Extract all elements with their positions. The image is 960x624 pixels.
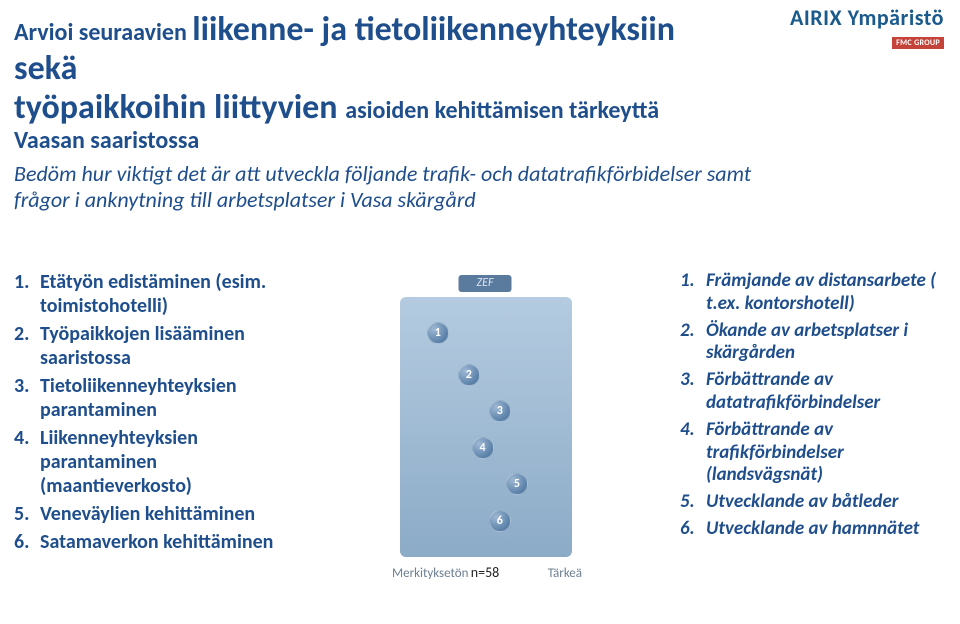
right-legend-text: Förbättrande av trafikförbindelser (land… bbox=[706, 419, 950, 487]
left-legend-number: 5. bbox=[14, 502, 40, 526]
sample-size-label: n=58 bbox=[471, 564, 500, 581]
right-legend-text: Utvecklande av hamnnätet bbox=[706, 518, 919, 541]
axis-label-right: Tärkeä bbox=[548, 566, 582, 581]
chart-point: 2 bbox=[458, 364, 480, 386]
chart-point: 6 bbox=[489, 510, 511, 532]
right-legend-item: 1.Främjande av distansarbete ( t.ex. kon… bbox=[680, 270, 950, 316]
left-legend-text: Työpaikkojen lisääminen saaristossa bbox=[40, 322, 294, 370]
title-line2b: asioiden kehittämisen tärkeyttä bbox=[345, 96, 659, 125]
left-legend-number: 6. bbox=[14, 530, 40, 554]
right-legend-text: Förbättrande av datatrafikförbindelser bbox=[706, 369, 950, 415]
right-legend-item: 4.Förbättrande av trafikförbindelser (la… bbox=[680, 419, 950, 487]
right-legend-number: 4. bbox=[680, 419, 706, 487]
chart-point: 4 bbox=[472, 437, 494, 459]
brand-logo: AIRIX Ympäristö FMC GROUP bbox=[790, 4, 944, 50]
chart-panel: 123 45 6 bbox=[400, 297, 572, 557]
zef-chart: ZEF 123 45 6 Merkityksetön Tärkeä n=58 bbox=[310, 275, 660, 595]
right-legend-text: Ökande av arbetsplatser i skärgården bbox=[706, 320, 950, 366]
slide-title: Arvioi seuraavien liikenne- ja tietoliik… bbox=[14, 10, 734, 214]
chart-point: 3 bbox=[489, 400, 511, 422]
right-legend-text: Främjande av distansarbete ( t.ex. konto… bbox=[706, 270, 950, 316]
title-line3: Vaasan saaristossa bbox=[14, 127, 734, 155]
left-legend-text: Veneväylien kehittäminen bbox=[40, 502, 255, 526]
right-legend-item: 5.Utvecklande av båtleder bbox=[680, 491, 950, 514]
right-legend-number: 5. bbox=[680, 491, 706, 514]
right-legend-item: 6.Utvecklande av hamnnätet bbox=[680, 518, 950, 541]
chart-point: 5 bbox=[506, 473, 528, 495]
left-legend-text: Satamaverkon kehittäminen bbox=[40, 530, 273, 554]
right-legend-text: Utvecklande av båtleder bbox=[706, 491, 899, 514]
left-legend-item: 1.Etätyön edistäminen (esim. toimistohot… bbox=[14, 270, 294, 318]
left-legend-number: 3. bbox=[14, 374, 40, 422]
left-legend-number: 4. bbox=[14, 426, 40, 498]
right-legend-number: 3. bbox=[680, 369, 706, 415]
slide-subtitle: Bedöm hur viktigt det är att utveckla fö… bbox=[14, 161, 754, 214]
right-legend-number: 6. bbox=[680, 518, 706, 541]
left-legend-item: 2.Työpaikkojen lisääminen saaristossa bbox=[14, 322, 294, 370]
left-legend-text: Tietoliikenneyhteyksien parantaminen bbox=[40, 374, 294, 422]
right-legend-item: 3.Förbättrande av datatrafikförbindelser bbox=[680, 369, 950, 415]
left-legend-item: 3.Tietoliikenneyhteyksien parantaminen bbox=[14, 374, 294, 422]
left-legend-text: Liikenneyhteyksien parantaminen (maantie… bbox=[40, 426, 294, 498]
left-legend-item: 4.Liikenneyhteyksien parantaminen (maant… bbox=[14, 426, 294, 498]
axis-label-left: Merkityksetön bbox=[392, 566, 468, 581]
left-legend-number: 2. bbox=[14, 322, 40, 370]
left-legend-list: 1.Etätyön edistäminen (esim. toimistohot… bbox=[14, 270, 294, 558]
right-legend-number: 2. bbox=[680, 320, 706, 366]
left-legend-number: 1. bbox=[14, 270, 40, 318]
title-line1a: Arvioi seuraavien bbox=[14, 18, 192, 47]
logo-sub: FMC GROUP bbox=[892, 37, 944, 49]
right-legend-number: 1. bbox=[680, 270, 706, 316]
title-line2a: työpaikkoihin liittyvien bbox=[14, 87, 345, 128]
chart-brand-label: ZEF bbox=[459, 275, 512, 292]
chart-point: 1 bbox=[427, 322, 449, 344]
left-legend-item: 6.Satamaverkon kehittäminen bbox=[14, 530, 294, 554]
left-legend-item: 5.Veneväylien kehittäminen bbox=[14, 502, 294, 526]
left-legend-text: Etätyön edistäminen (esim. toimistohotel… bbox=[40, 270, 294, 318]
right-legend-item: 2.Ökande av arbetsplatser i skärgården bbox=[680, 320, 950, 366]
right-legend-list: 1.Främjande av distansarbete ( t.ex. kon… bbox=[680, 270, 950, 545]
logo-main: AIRIX Ympäristö bbox=[790, 4, 944, 31]
